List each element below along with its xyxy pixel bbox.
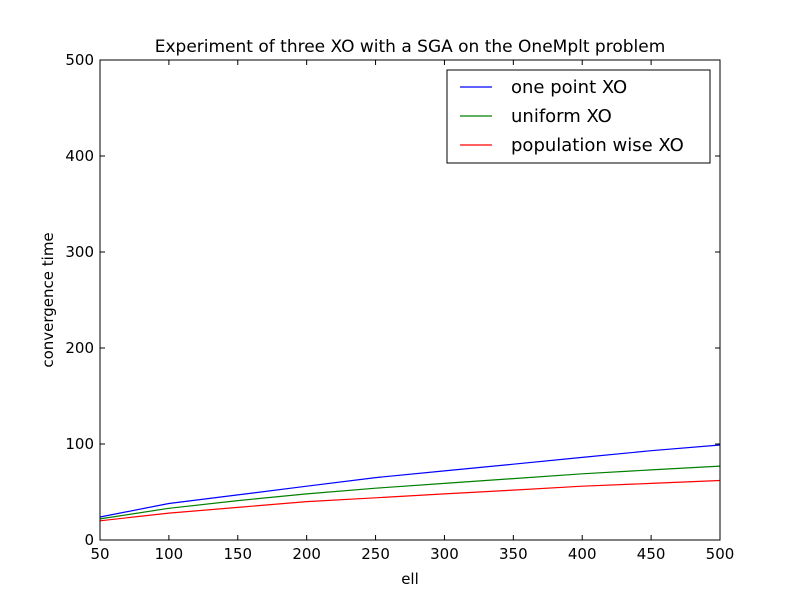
x-axis-label: ell [401,570,419,588]
x-tick-label: 50 [90,545,109,563]
y-tick-label: 0 [84,531,94,549]
series-line-1 [99,444,721,518]
y-tick-label: 200 [65,339,94,357]
x-tick-label: 250 [361,545,390,563]
plot-lines [99,444,721,522]
x-tick-label: 350 [499,545,528,563]
y-tick-label: 500 [65,51,94,69]
y-axis-ticks: 0 100 200 300 400 500 [65,51,720,549]
x-tick-label: 300 [430,545,459,563]
plot-frame [99,59,721,541]
series-line-3 [99,479,721,522]
chart-title: Experiment of three XO with a SGA on the… [155,37,666,57]
y-tick-label: 300 [65,243,94,261]
x-axis-ticks: 50 100 150 200 250 300 350 400 450 500 [90,60,734,563]
legend-label-2: uniform XO [511,106,612,127]
y-tick-label: 100 [65,435,94,453]
x-tick-label: 500 [706,545,735,563]
x-tick-label: 200 [292,545,321,563]
y-tick-label: 400 [65,147,94,165]
legend-label-3: population wise XO [511,135,684,156]
x-tick-label: 450 [637,545,666,563]
series-line-2 [99,465,721,520]
x-tick-label: 150 [223,545,252,563]
legend: one point XO uniform XO population wise XO [446,69,711,164]
x-tick-label: 400 [568,545,597,563]
y-axis-label: convergence time [39,232,57,367]
legend-label-1: one point XO [511,77,627,98]
x-tick-label: 100 [155,545,184,563]
